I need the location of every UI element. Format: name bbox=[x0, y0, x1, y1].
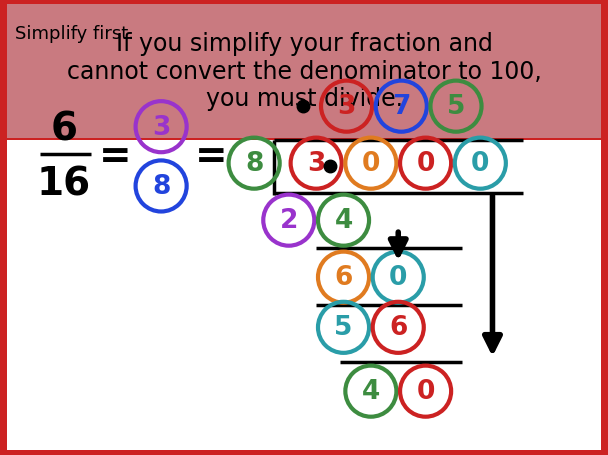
Bar bbox=[7, 141, 601, 450]
Text: 3: 3 bbox=[152, 114, 170, 141]
Text: If you simplify your fraction and
cannot convert the denominator to 100,
you mus: If you simplify your fraction and cannot… bbox=[67, 32, 541, 111]
Text: 3: 3 bbox=[337, 94, 356, 120]
Bar bbox=[7, 5, 601, 139]
Text: 0: 0 bbox=[362, 151, 380, 177]
Text: 4: 4 bbox=[334, 207, 353, 234]
Text: =: = bbox=[99, 138, 132, 176]
Text: 4: 4 bbox=[362, 378, 380, 404]
Text: 6: 6 bbox=[334, 264, 353, 291]
Text: 3: 3 bbox=[307, 151, 325, 177]
Text: 0: 0 bbox=[416, 151, 435, 177]
Text: 0: 0 bbox=[471, 151, 489, 177]
Text: 0: 0 bbox=[416, 378, 435, 404]
Text: 5: 5 bbox=[334, 314, 353, 341]
Text: 5: 5 bbox=[447, 94, 465, 120]
Text: 6: 6 bbox=[50, 111, 77, 149]
Text: 16: 16 bbox=[36, 165, 91, 203]
Text: 7: 7 bbox=[392, 94, 410, 120]
Text: Simplify first.: Simplify first. bbox=[15, 25, 134, 43]
Text: 6: 6 bbox=[389, 314, 407, 341]
Text: =: = bbox=[195, 138, 228, 176]
Text: 0: 0 bbox=[389, 264, 407, 291]
Text: 2: 2 bbox=[280, 207, 298, 234]
Text: 8: 8 bbox=[245, 151, 263, 177]
Text: 8: 8 bbox=[152, 173, 170, 200]
